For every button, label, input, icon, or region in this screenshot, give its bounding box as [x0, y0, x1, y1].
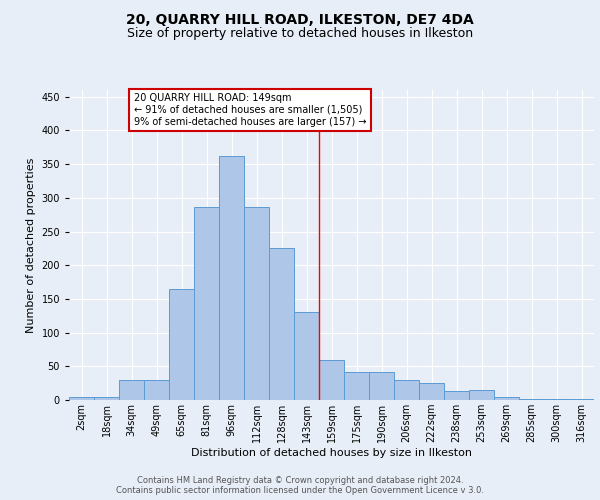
Bar: [344, 372, 369, 400]
Text: 20 QUARRY HILL ROAD: 149sqm
← 91% of detached houses are smaller (1,505)
9% of s: 20 QUARRY HILL ROAD: 149sqm ← 91% of det…: [134, 94, 367, 126]
X-axis label: Distribution of detached houses by size in Ilkeston: Distribution of detached houses by size …: [191, 448, 472, 458]
Bar: [269, 248, 294, 400]
Bar: [469, 390, 494, 400]
Y-axis label: Number of detached properties: Number of detached properties: [26, 158, 36, 332]
Bar: [369, 372, 394, 400]
Bar: [69, 396, 94, 400]
Bar: [244, 206, 269, 400]
Bar: [144, 380, 169, 400]
Bar: [294, 312, 319, 400]
Bar: [519, 398, 544, 400]
Text: Size of property relative to detached houses in Ilkeston: Size of property relative to detached ho…: [127, 28, 473, 40]
Bar: [319, 360, 344, 400]
Bar: [169, 289, 194, 400]
Bar: [494, 396, 519, 400]
Bar: [394, 380, 419, 400]
Bar: [419, 383, 444, 400]
Bar: [119, 380, 144, 400]
Bar: [444, 391, 469, 400]
Text: Contains HM Land Registry data © Crown copyright and database right 2024.
Contai: Contains HM Land Registry data © Crown c…: [116, 476, 484, 495]
Bar: [544, 398, 569, 400]
Bar: [194, 206, 219, 400]
Bar: [94, 396, 119, 400]
Text: 20, QUARRY HILL ROAD, ILKESTON, DE7 4DA: 20, QUARRY HILL ROAD, ILKESTON, DE7 4DA: [126, 12, 474, 26]
Bar: [219, 156, 244, 400]
